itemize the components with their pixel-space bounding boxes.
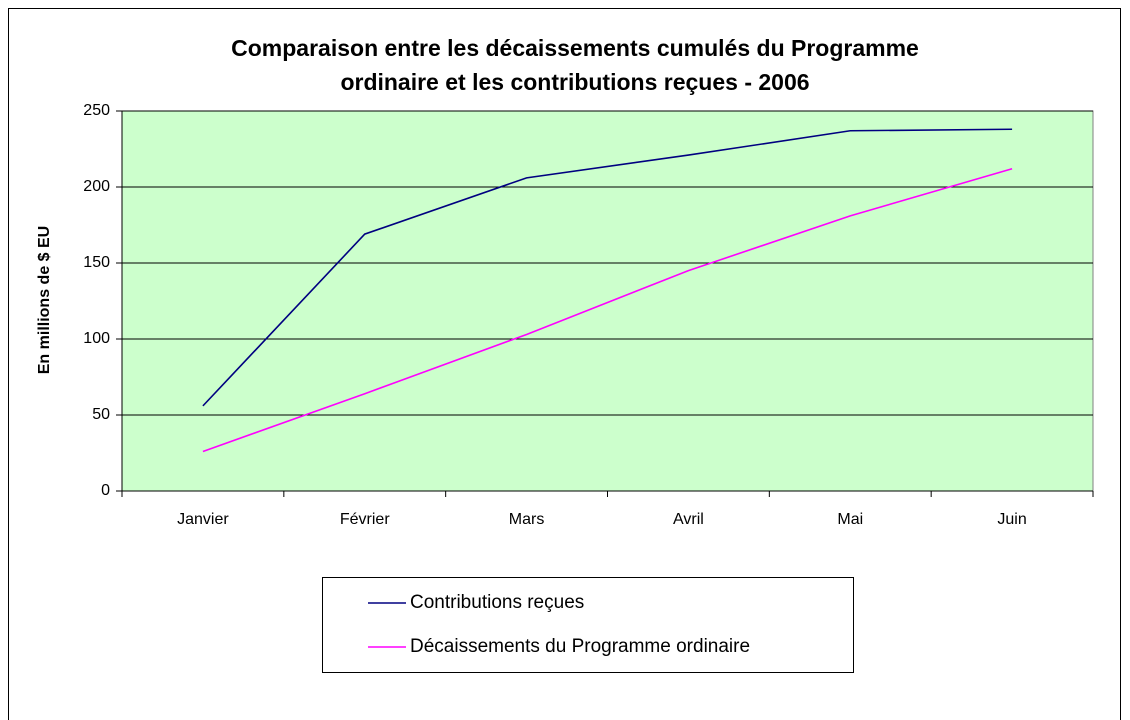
legend-label: Contributions reçues: [410, 592, 584, 613]
x-tick-label: Février: [340, 511, 390, 528]
y-tick-label: 150: [83, 254, 110, 271]
line-series: [202, 128, 1013, 407]
x-tick-label: Janvier: [177, 511, 229, 528]
legend-box: [322, 577, 854, 673]
plot-area: [121, 110, 1094, 492]
y-axis-label: En millions de $ EU: [36, 226, 53, 374]
x-tick-label: Juin: [997, 511, 1026, 528]
y-tick-label: 100: [83, 330, 110, 347]
chart-title: Comparaison entre les décaissements cumu…: [231, 35, 919, 61]
x-tick-label: Mai: [837, 511, 863, 528]
y-tick-label: 0: [101, 482, 110, 499]
chart-title: ordinaire et les contributions reçues - …: [340, 69, 809, 95]
y-tick-label: 50: [92, 406, 110, 423]
y-tick-label: 200: [83, 178, 110, 195]
line-series: [202, 167, 1013, 453]
y-tick-label: 250: [83, 102, 110, 119]
x-tick-label: Avril: [673, 511, 704, 528]
x-tick-label: Mars: [509, 511, 545, 528]
legend-label: Décaissements du Programme ordinaire: [410, 636, 750, 657]
